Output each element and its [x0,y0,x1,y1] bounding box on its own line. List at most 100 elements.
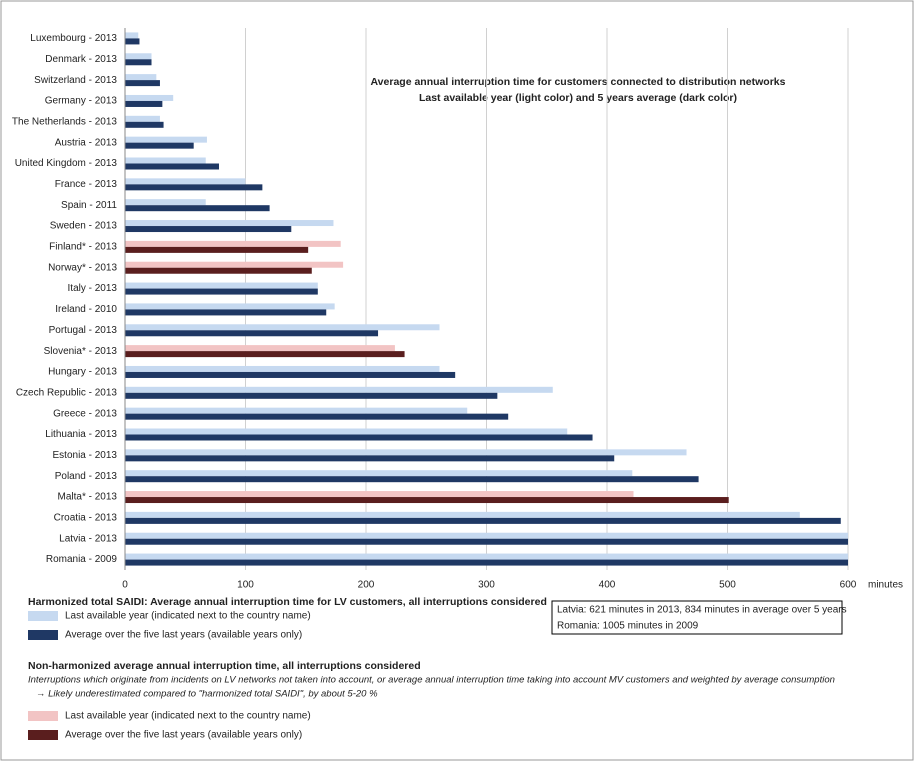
bar [125,178,246,185]
legend-swatch [28,711,58,721]
bar [125,407,468,414]
bar [125,142,194,149]
legend-label: Average over the five last years (availa… [65,630,302,641]
bar [125,365,440,372]
annotation: Romania: 1005 minutes in 2009 [557,621,699,632]
x-tick-label: 500 [719,580,736,591]
bar [125,59,152,66]
y-tick-label: Hungary - 2013 [48,367,117,378]
bar [125,282,318,289]
annotation: Latvia: 621 minutes in 2013, 834 minutes… [557,605,847,616]
bar [125,226,292,233]
bar [125,309,327,316]
bar [125,136,207,143]
bar [125,220,334,227]
bar [125,205,270,212]
x-tick-label: 600 [840,580,857,591]
bar [125,303,335,310]
legend-swatch [28,630,58,640]
y-tick-label: Germany - 2013 [45,96,118,107]
bar [125,497,729,504]
y-tick-label: Portugal - 2013 [49,325,118,336]
bar [125,157,206,164]
bar [125,288,318,295]
bar [125,199,206,206]
bar [125,100,163,107]
bar [125,491,634,498]
bar [125,351,405,358]
chart-title: Last available year (light color) and 5 … [419,92,737,104]
y-tick-label: Switzerland - 2013 [34,75,117,86]
legend-swatch [28,730,58,740]
y-tick-label: France - 2013 [55,179,118,190]
legend-label: Last available year (indicated next to t… [65,611,311,622]
y-tick-label: Norway* - 2013 [48,262,117,273]
y-tick-label: Denmark - 2013 [45,54,117,65]
x-tick-label: 100 [237,580,254,591]
y-tick-label: Czech Republic - 2013 [16,387,118,398]
bar [125,94,174,101]
bar [125,511,800,518]
bar [125,470,633,477]
bar [125,371,456,378]
bar [125,121,164,128]
legend-swatch [28,611,58,621]
legend-title: Non-harmonized average annual interrupti… [28,660,421,672]
bar [125,428,568,435]
y-tick-label: Finland* - 2013 [49,242,117,253]
y-tick-label: Greece - 2013 [53,408,117,419]
bar [125,246,309,253]
bar [125,476,699,483]
y-tick-label: Romania - 2009 [46,554,118,565]
y-tick-label: Slovenia* - 2013 [44,346,118,357]
bars [125,32,848,566]
bar [125,53,152,60]
y-tick-label: Latvia - 2013 [59,533,117,544]
y-tick-label: Italy - 2013 [68,283,118,294]
bar [125,324,440,331]
bar [125,345,395,352]
y-tick-label: Poland - 2013 [55,471,118,482]
legend-label: Last available year (indicated next to t… [65,711,311,722]
bar [125,386,553,393]
y-tick-label: The Netherlands - 2013 [12,116,118,127]
y-tick-label: Sweden - 2013 [50,221,118,232]
bar [125,538,848,545]
bar [125,532,848,539]
y-tick-label: United Kingdom - 2013 [15,158,118,169]
bar [125,392,498,399]
y-tick-label: Austria - 2013 [55,137,118,148]
bar [125,449,687,456]
bar [125,553,848,560]
y-tick-label: Malta* - 2013 [58,492,118,503]
bar [125,38,140,45]
bar [125,261,344,268]
x-axis-label: minutes [868,580,903,591]
legend-title: Harmonized total SAIDI: Average annual i… [28,596,547,608]
bar [125,163,219,170]
x-tick-label: 300 [478,580,495,591]
bar [125,517,841,524]
legend-note: → Likely underestimated compared to "har… [36,689,378,700]
annotation-box [551,600,843,635]
bar [125,455,615,462]
y-tick-label: Croatia - 2013 [54,513,118,524]
bar [125,115,160,122]
x-tick-label: 400 [599,580,616,591]
x-tick-label: 0 [122,580,128,591]
y-tick-label: Ireland - 2010 [55,304,117,315]
bar [125,184,263,191]
y-tick-label: Estonia - 2013 [53,450,118,461]
legend-note: Interruptions which originate from incid… [28,675,835,686]
bar [125,434,593,441]
bar [125,32,139,39]
x-tick-label: 200 [358,580,375,591]
bar [125,267,312,274]
bar [125,240,341,247]
bar [125,80,160,87]
bar [125,330,379,337]
bar [125,413,509,420]
